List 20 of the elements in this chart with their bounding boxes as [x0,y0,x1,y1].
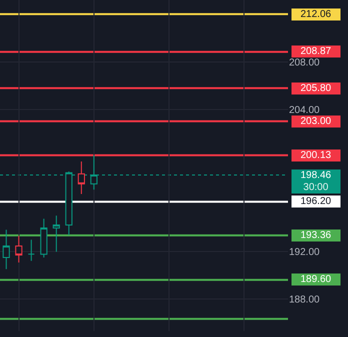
ref-line-label: 205.80 [300,83,332,94]
y-tick-label: 204.00 [289,104,320,116]
ref-line-label: 198.46 [300,170,332,181]
candlestick [78,161,85,194]
ref-line-label: 189.60 [300,274,332,285]
y-tick-label: 208.00 [289,58,320,69]
candlestick [52,215,60,252]
candlestick [28,239,35,262]
ref-line-label: 208.87 [300,46,332,57]
ref-line-label: 200.13 [300,150,332,161]
ref-line-label: 196.20 [300,196,332,207]
text: 30:00 [303,182,329,193]
ref-line-label: 203.00 [300,116,332,127]
y-tick-label: 188.00 [289,294,320,306]
candlestick [15,235,22,263]
y-tick-label: 192.00 [289,246,320,258]
ref-line-label: 212.06 [300,9,332,20]
ref-line-label: 193.36 [300,230,332,241]
candlestick [40,218,48,258]
candlestick [2,229,10,270]
